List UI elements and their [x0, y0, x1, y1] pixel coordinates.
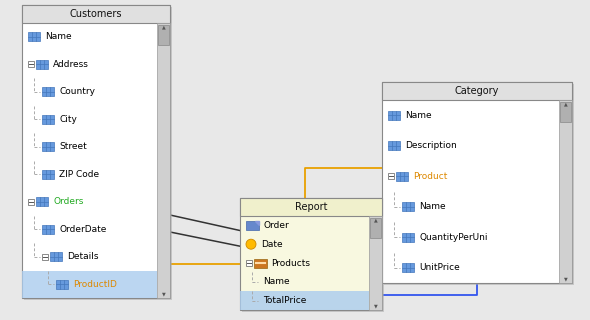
Bar — [240, 198, 382, 310]
Bar — [42, 87, 54, 96]
Bar — [22, 5, 170, 298]
Text: UnitPrice: UnitPrice — [419, 263, 460, 272]
Bar — [242, 200, 384, 312]
Bar — [382, 82, 572, 283]
Text: Date: Date — [261, 240, 283, 249]
Text: Description: Description — [405, 141, 457, 150]
Bar — [246, 260, 252, 266]
Polygon shape — [255, 221, 259, 225]
Bar — [402, 202, 414, 211]
Bar — [24, 7, 172, 300]
Bar — [157, 23, 170, 298]
Bar — [36, 60, 48, 69]
Text: City: City — [59, 115, 77, 124]
Bar — [240, 198, 382, 216]
Text: Name: Name — [45, 32, 71, 41]
Bar — [42, 225, 54, 234]
Text: Country: Country — [59, 87, 95, 96]
Bar — [22, 270, 157, 298]
Bar — [56, 280, 68, 289]
Bar — [254, 259, 267, 268]
Circle shape — [246, 239, 256, 249]
Bar — [28, 199, 34, 205]
Text: ▼: ▼ — [162, 292, 165, 297]
Text: TotalPrice: TotalPrice — [263, 296, 306, 305]
Text: ▲: ▲ — [373, 218, 378, 222]
Text: Address: Address — [53, 60, 89, 69]
Bar — [50, 252, 62, 261]
Text: QuantityPerUni: QuantityPerUni — [419, 233, 487, 242]
Text: ▲: ▲ — [162, 25, 165, 29]
Text: ▼: ▼ — [373, 303, 378, 308]
Text: ▲: ▲ — [563, 101, 568, 107]
Bar — [560, 102, 571, 122]
Text: Report: Report — [295, 202, 327, 212]
Text: OrderDate: OrderDate — [59, 225, 106, 234]
Bar — [388, 111, 400, 120]
Bar — [384, 84, 574, 285]
Bar — [402, 233, 414, 242]
Text: Customers: Customers — [70, 9, 122, 19]
Bar — [402, 263, 414, 272]
Bar — [22, 5, 170, 23]
Bar — [382, 82, 572, 100]
Text: ZIP Code: ZIP Code — [59, 170, 99, 179]
Text: ▼: ▼ — [563, 276, 568, 282]
Text: Orders: Orders — [53, 197, 83, 206]
Bar — [36, 197, 48, 206]
Bar — [369, 216, 382, 310]
Bar — [42, 115, 54, 124]
Bar — [28, 32, 40, 41]
Text: Details: Details — [67, 252, 99, 261]
Text: Products: Products — [271, 259, 310, 268]
Bar — [396, 172, 408, 181]
Bar — [388, 141, 400, 150]
Text: Name: Name — [419, 202, 445, 211]
Bar — [240, 291, 369, 310]
Bar — [28, 61, 34, 67]
Bar — [158, 25, 169, 45]
Text: Product: Product — [413, 172, 447, 181]
Bar — [559, 100, 572, 283]
Bar — [246, 221, 259, 230]
Bar — [370, 218, 381, 238]
Text: Name: Name — [263, 277, 290, 286]
Text: Category: Category — [455, 86, 499, 96]
Text: Order: Order — [263, 221, 289, 230]
Bar — [42, 254, 48, 260]
Bar — [388, 173, 394, 179]
Text: Name: Name — [405, 111, 432, 120]
Text: ProductID: ProductID — [73, 280, 117, 289]
Bar — [42, 170, 54, 179]
Bar — [42, 142, 54, 151]
Text: Street: Street — [59, 142, 87, 151]
